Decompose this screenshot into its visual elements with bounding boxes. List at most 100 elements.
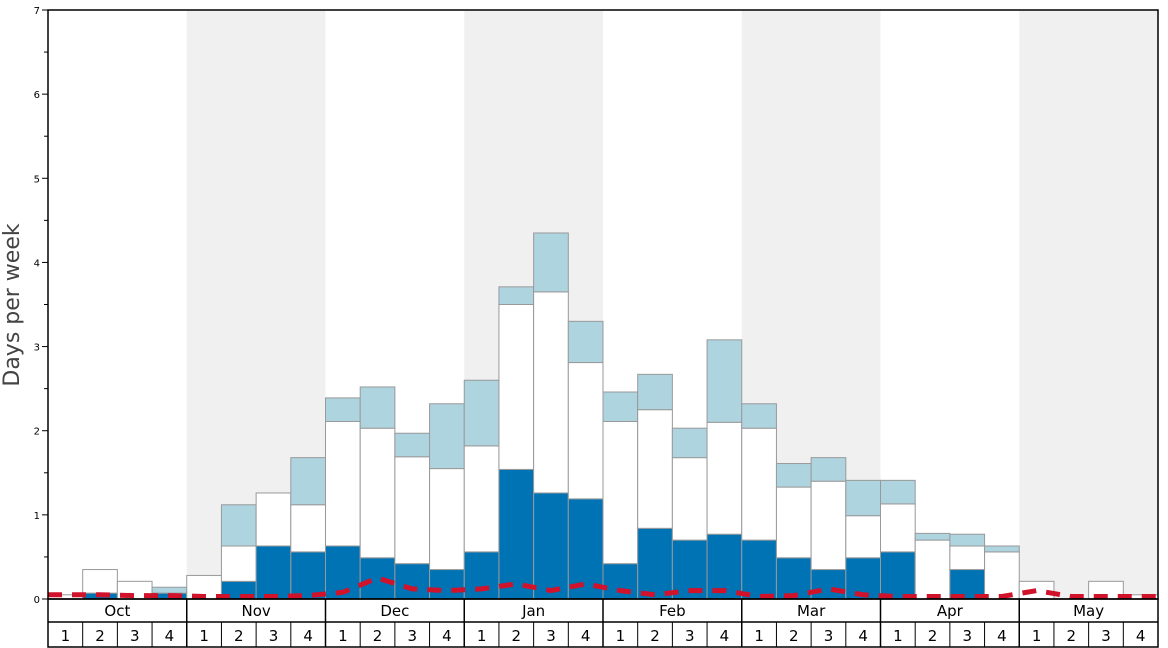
bar-light-week-18: [637, 373, 673, 411]
bar-dark-week-25: [880, 551, 916, 600]
bar-mid-week-10: [359, 427, 396, 559]
bar-mid-week-21: [741, 427, 777, 541]
bar-mid-week-12: [429, 468, 465, 571]
y-tick-label: 1: [34, 511, 40, 522]
y-axis-title: Days per week: [0, 223, 25, 386]
bar-mid-week-26: [914, 539, 951, 600]
week-label: 3: [1101, 627, 1111, 645]
bar-mid-week-6: [220, 545, 257, 582]
week-label: 3: [824, 627, 834, 645]
bar-dark-week-12: [429, 569, 465, 600]
bar-light-week-17: [602, 391, 639, 422]
axes: [42, 9, 1159, 648]
bar-dark-week-10: [359, 557, 396, 600]
bar-mid-week-14: [498, 304, 535, 470]
month-label-may: May: [1073, 602, 1104, 620]
week-label: 1: [199, 627, 209, 645]
week-label: 1: [61, 627, 71, 645]
week-label: 2: [789, 627, 799, 645]
week-label: 4: [303, 627, 313, 645]
bar-mid-week-25: [880, 503, 916, 553]
bar-light-week-20: [706, 339, 743, 423]
month-label-oct: Oct: [104, 602, 130, 620]
bar-dark-week-16: [567, 498, 604, 600]
month-label-jan: Jan: [521, 602, 545, 620]
bar-light-week-28: [984, 545, 1020, 553]
bar-mid-week-9: [325, 420, 361, 547]
bar-light-week-23: [810, 457, 847, 482]
week-label: 4: [581, 627, 591, 645]
bar-mid-week-23: [810, 480, 847, 571]
bar-dark-week-18: [637, 527, 673, 600]
bar-dark-week-23: [810, 569, 847, 600]
week-label: 3: [962, 627, 972, 645]
bar-light-week-24: [845, 479, 881, 517]
month-label-mar: Mar: [797, 602, 826, 620]
week-label: 4: [858, 627, 868, 645]
week-label: 1: [477, 627, 487, 645]
bar-light-week-4: [151, 586, 188, 594]
bar-mid-week-18: [637, 409, 673, 529]
week-label: 1: [1032, 627, 1042, 645]
bar-light-week-12: [429, 403, 465, 470]
bar-dark-week-13: [463, 551, 500, 600]
week-label: 2: [512, 627, 522, 645]
week-label: 3: [407, 627, 417, 645]
bar-light-week-8: [290, 457, 326, 506]
month-label-dec: Dec: [380, 602, 409, 620]
y-tick-label: 4: [34, 258, 40, 269]
bar-dark-week-7: [255, 545, 292, 600]
week-label: 2: [1067, 627, 1077, 645]
week-label: 3: [546, 627, 556, 645]
bar-light-week-14: [498, 286, 535, 305]
bar-mid-week-16: [567, 362, 604, 500]
bar-mid-week-22: [775, 486, 812, 559]
bar-mid-week-24: [845, 515, 881, 559]
y-tick-label: 2: [34, 427, 40, 438]
bar-dark-week-21: [741, 539, 777, 600]
week-label: 4: [442, 627, 452, 645]
bar-dark-week-22: [775, 557, 812, 600]
bar-dark-week-8: [290, 551, 326, 600]
bar-mid-week-2: [82, 569, 118, 594]
stacked-bars: [47, 232, 1159, 600]
week-label: 3: [130, 627, 140, 645]
bar-mid-week-8: [290, 504, 326, 553]
bar-mid-week-7: [255, 492, 292, 547]
week-label: 4: [1136, 627, 1146, 645]
bar-light-week-10: [359, 386, 396, 429]
bar-mid-week-19: [671, 457, 708, 541]
bar-light-week-25: [880, 479, 916, 505]
bar-light-week-15: [533, 232, 569, 293]
week-label: 3: [685, 627, 695, 645]
week-label: 2: [650, 627, 660, 645]
week-label: 2: [234, 627, 244, 645]
week-label: 1: [754, 627, 764, 645]
bar-mid-week-28: [984, 551, 1020, 600]
month-label-apr: Apr: [937, 602, 964, 620]
bar-mid-week-11: [394, 456, 431, 565]
bar-light-week-6: [220, 504, 257, 547]
month-shade-may: [1019, 10, 1158, 599]
bar-light-week-11: [394, 432, 431, 458]
week-label: 3: [269, 627, 279, 645]
bar-mid-week-15: [533, 291, 569, 494]
bar-mid-week-17: [602, 420, 639, 565]
week-label: 2: [373, 627, 383, 645]
month-label-nov: Nov: [241, 602, 270, 620]
bar-mid-week-20: [706, 421, 743, 535]
bar-light-week-13: [463, 379, 500, 447]
y-tick-label: 5: [34, 174, 40, 185]
bar-light-week-16: [567, 320, 604, 364]
y-tick-label: 3: [34, 343, 40, 354]
axis-labels: 0 1 2 3 4 5 6 7 Oct 1 2 3 4 Nov 1 2 3 4 Dec 1 2 3 4 Jan 1 2 3 4 Feb 1…: [34, 6, 1146, 645]
bar-dark-week-11: [394, 563, 431, 600]
bar-dark-week-15: [533, 492, 569, 600]
bar-mid-week-13: [463, 445, 500, 553]
week-label: 1: [616, 627, 626, 645]
week-label: 1: [893, 627, 903, 645]
average-line-layer: [48, 575, 1158, 599]
y-tick-label: 7: [34, 6, 40, 17]
week-label: 2: [95, 627, 105, 645]
